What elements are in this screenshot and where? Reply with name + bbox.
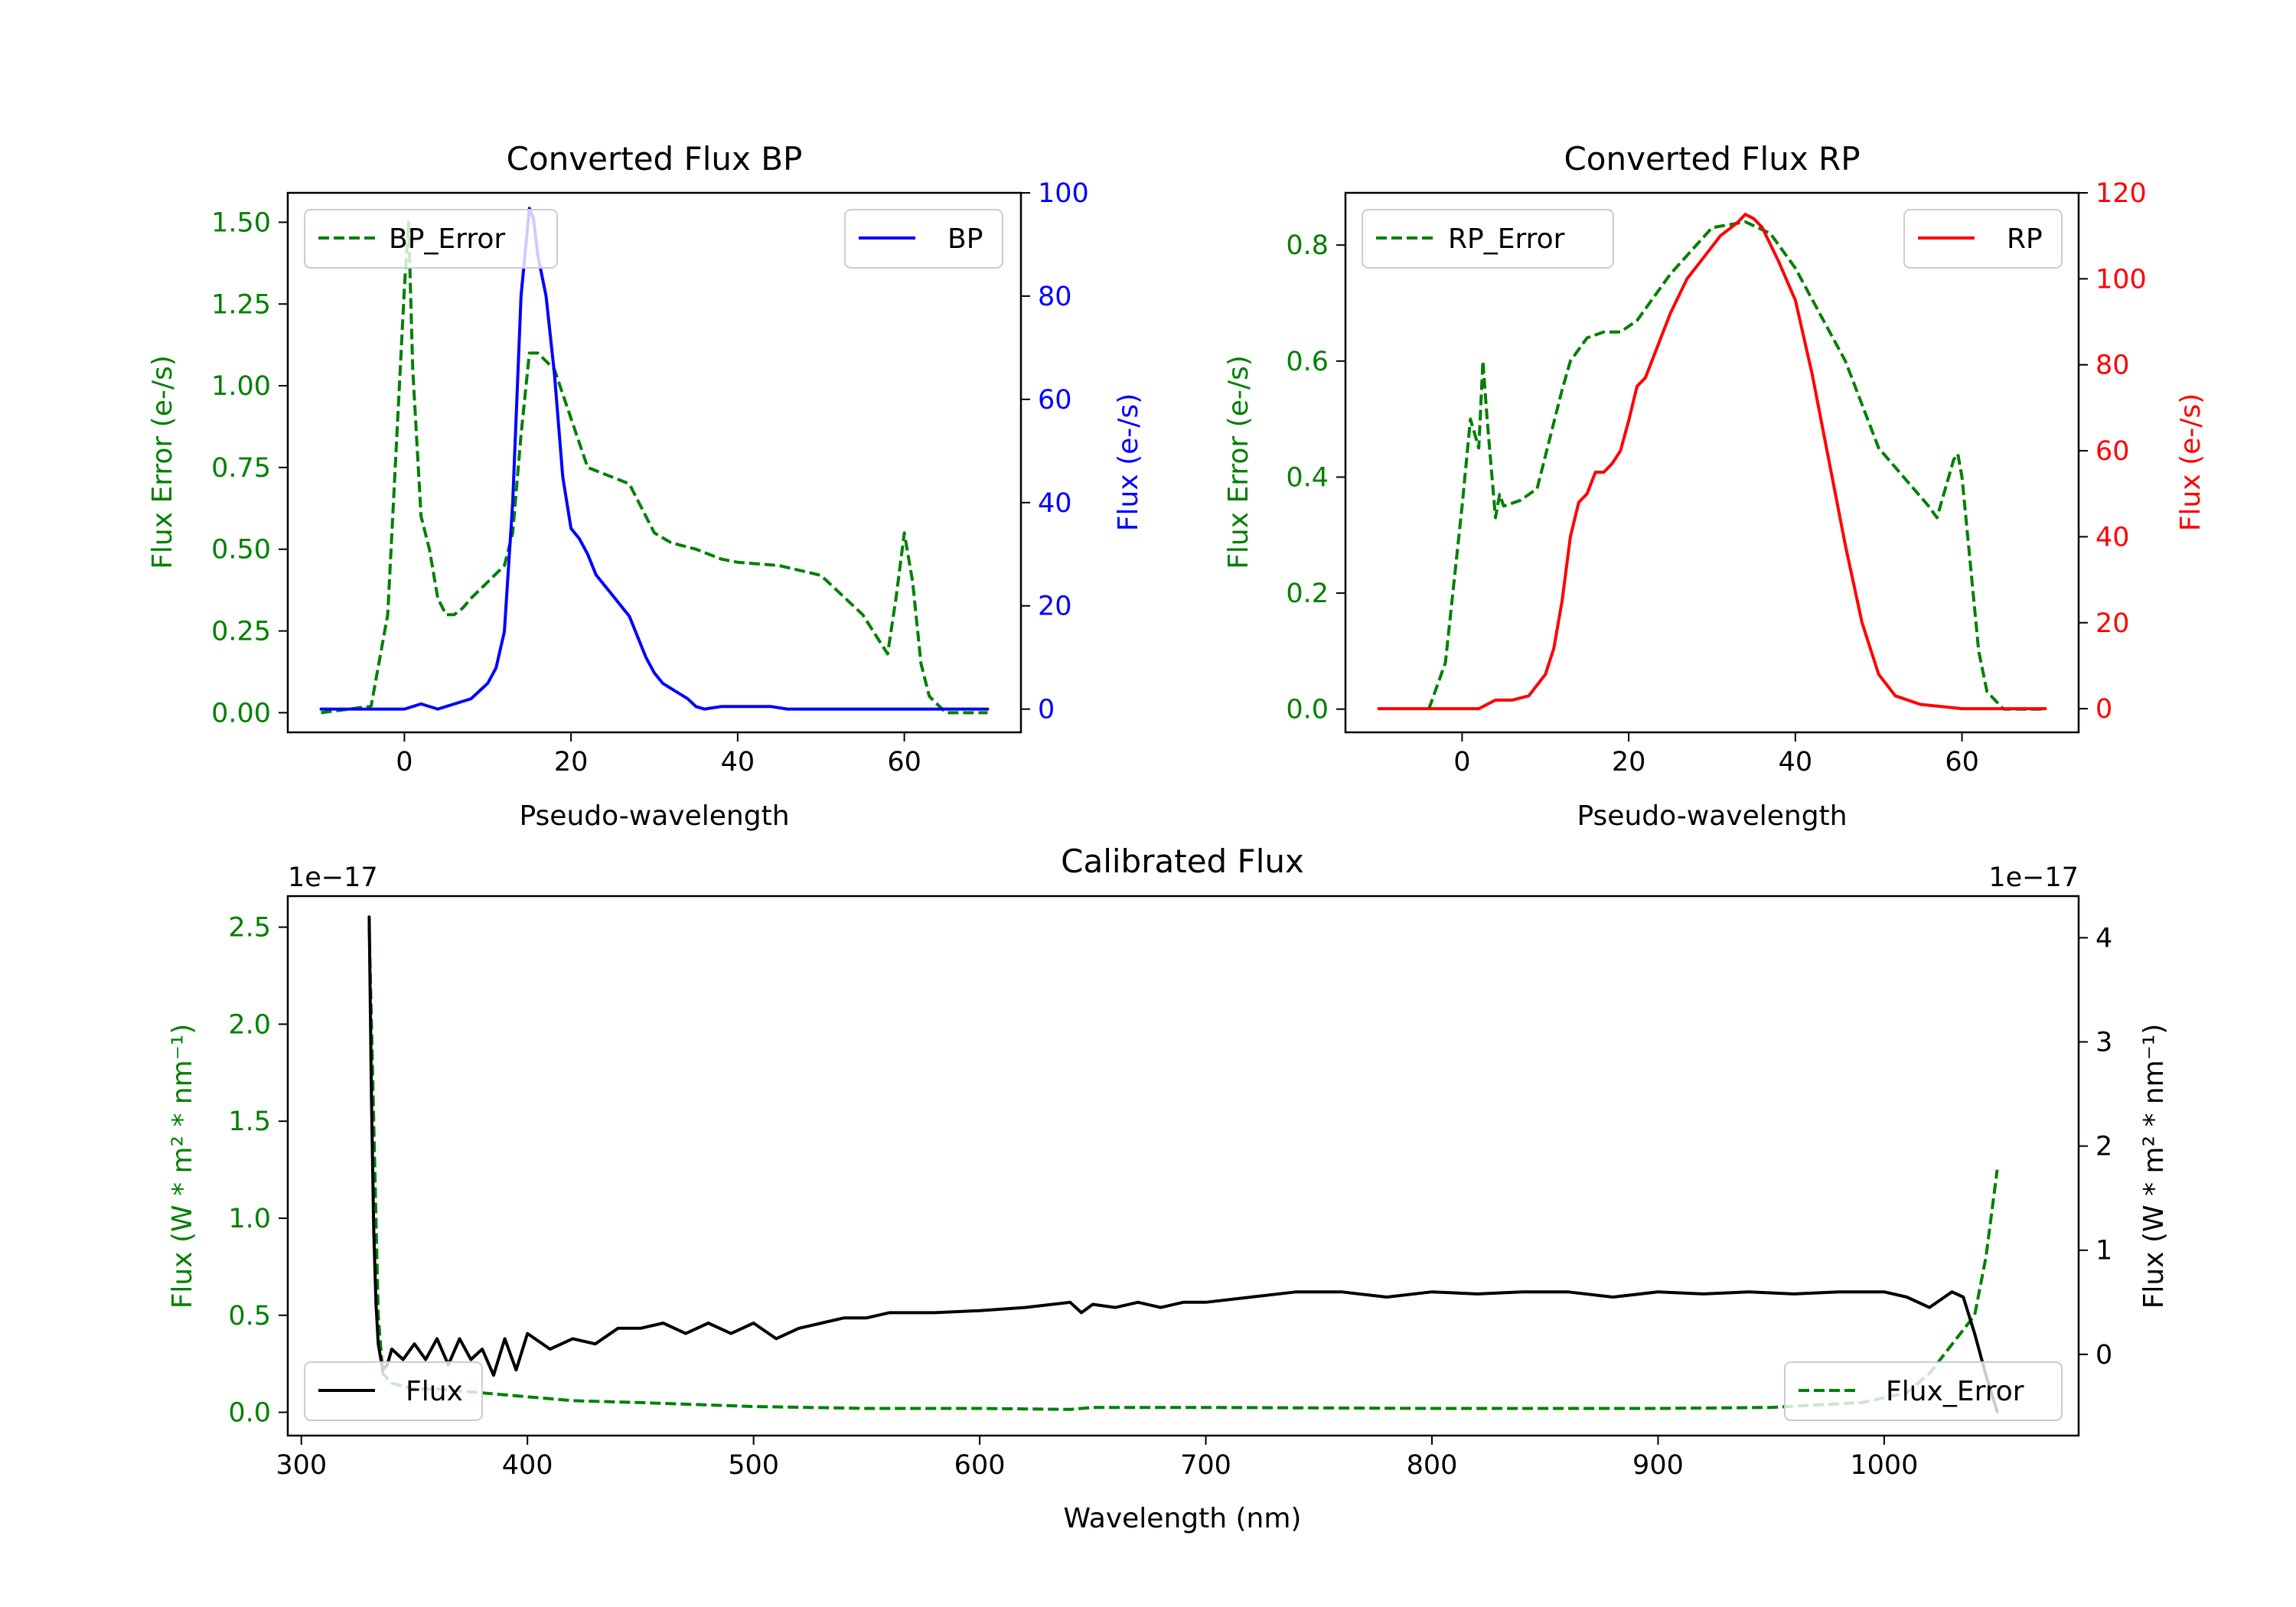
x-tick-label: 40 [721, 747, 755, 777]
y-tick-label-right: 100 [1038, 178, 1089, 209]
legend-label: Flux [406, 1376, 463, 1407]
x-tick-label: 700 [1180, 1450, 1231, 1481]
x-tick-label: 300 [276, 1450, 327, 1481]
series-line-bp [319, 207, 990, 711]
y-tick-label-right: 80 [1038, 282, 1072, 312]
y-tick-label-left: 0.00 [211, 698, 271, 729]
series-line-rp-error [1427, 220, 2046, 711]
y-tick-label-right: 40 [2095, 522, 2130, 553]
y-tick-label-right: 60 [2095, 436, 2130, 467]
y-tick-label-left: 0.75 [211, 453, 271, 484]
y-axis-label-left: Flux (W * m² * nm⁻¹) [167, 1024, 198, 1309]
y-tick-label-left: 1.0 [228, 1204, 271, 1234]
legend-right: RP [1903, 209, 2063, 269]
x-tick-label: 0 [396, 747, 413, 777]
x-axis-label: Pseudo-wavelength [1577, 800, 1847, 832]
y-axis-label-left: Flux Error (e-/s) [1223, 355, 1254, 569]
y-tick-label-left: 0.50 [211, 535, 271, 566]
x-tick-label: 20 [554, 747, 589, 777]
y-tick-label-left: 2.0 [228, 1009, 271, 1040]
legend-label: RP_Error [1448, 223, 1565, 255]
rp-chart: Converted Flux RP 0 20 40 60 0.0 0.2 0.4 0.6 0.8… [1223, 140, 2206, 832]
calibrated-flux-chart: Calibrated Flux 1e−17 1e−17 300 400 500 600… [167, 843, 2170, 1534]
legend-left: BP_Error [304, 209, 558, 269]
y-tick-label-left: 1.00 [211, 371, 271, 402]
y-axis-label-left: Flux Error (e-/s) [147, 355, 178, 569]
legend-label: RP [2007, 223, 2043, 255]
x-tick-label: 600 [954, 1450, 1006, 1481]
y-axis-label-right: Flux (e-/s) [2175, 393, 2206, 531]
chart-title: Calibrated Flux [1061, 843, 1304, 880]
series-line-rp [1377, 213, 2047, 711]
offset-label-left: 1e−17 [288, 862, 378, 893]
offset-label-right: 1e−17 [1988, 862, 2079, 893]
legend-left: Flux [304, 1361, 483, 1421]
x-tick-label: 400 [502, 1450, 553, 1481]
legend-left: RP_Error [1362, 209, 1614, 269]
y-tick-label-left: 0.6 [1286, 347, 1329, 377]
plot-frame [1344, 191, 2080, 734]
y-tick-label-right: 0 [2095, 1340, 2112, 1371]
y-axis-label-right: Flux (W * m² * nm⁻¹) [2138, 1024, 2170, 1309]
y-tick-label-left: 0.25 [211, 617, 271, 647]
legend-label: BP [947, 223, 983, 255]
x-tick-label: 60 [1945, 747, 1979, 777]
y-tick-label-right: 0 [1038, 695, 1055, 725]
x-tick-label: 20 [1612, 747, 1646, 777]
x-axis-label: Pseudo-wavelength [519, 800, 789, 832]
y-tick-label-left: 1.25 [211, 289, 271, 320]
legend-label: BP_Error [389, 223, 505, 255]
y-tick-label-right: 0 [2095, 694, 2112, 725]
y-tick-label-left: 0.5 [228, 1301, 271, 1332]
y-tick-label-right: 100 [2095, 264, 2147, 295]
legend-right: BP [844, 209, 1003, 269]
y-tick-label-right: 60 [1038, 385, 1072, 416]
y-tick-label-right: 120 [2095, 178, 2147, 209]
chart-title: Converted Flux BP [507, 140, 803, 178]
y-tick-label-right: 20 [1038, 592, 1072, 622]
x-tick-label: 800 [1407, 1450, 1458, 1481]
legend-right: Flux_Error [1784, 1361, 2063, 1421]
bp-chart: Converted Flux BP 0 20 40 60 0.00 0.25 0.50 0.7… [147, 140, 1144, 832]
plot-frame [286, 895, 2080, 1437]
series-line-bp-error [321, 220, 988, 715]
y-tick-label-left: 0.2 [1286, 579, 1329, 609]
y-tick-label-right: 3 [2095, 1028, 2112, 1058]
y-tick-label-left: 0.0 [1286, 695, 1329, 725]
y-tick-label-right: 2 [2095, 1132, 2112, 1162]
chart-title: Converted Flux RP [1564, 140, 1860, 178]
y-tick-label-right: 1 [2095, 1236, 2112, 1266]
x-tick-label: 40 [1779, 747, 1813, 777]
x-tick-label: 60 [887, 747, 921, 777]
x-tick-label: 0 [1453, 747, 1470, 777]
y-tick-label-right: 4 [2095, 923, 2112, 953]
y-tick-label-left: 1.5 [228, 1107, 271, 1137]
legend-label: Flux_Error [1886, 1376, 2024, 1407]
y-tick-label-left: 0.4 [1286, 462, 1329, 493]
series-line-flux [367, 915, 1999, 1413]
x-tick-label: 900 [1632, 1450, 1684, 1481]
y-axis-label-right: Flux (e-/s) [1113, 393, 1144, 531]
x-axis-label: Wavelength (nm) [1064, 1503, 1302, 1534]
plot-frame [286, 191, 1022, 734]
y-tick-label-left: 2.5 [228, 913, 271, 944]
y-tick-label-right: 80 [2095, 350, 2130, 381]
y-tick-label-left: 0.0 [228, 1398, 271, 1429]
y-tick-label-right: 20 [2095, 608, 2130, 639]
x-tick-label: 1000 [1850, 1450, 1918, 1481]
x-tick-label: 500 [728, 1450, 779, 1481]
y-tick-label-right: 40 [1038, 488, 1072, 519]
y-tick-label-left: 0.8 [1286, 230, 1329, 261]
y-tick-label-left: 1.50 [211, 207, 271, 238]
